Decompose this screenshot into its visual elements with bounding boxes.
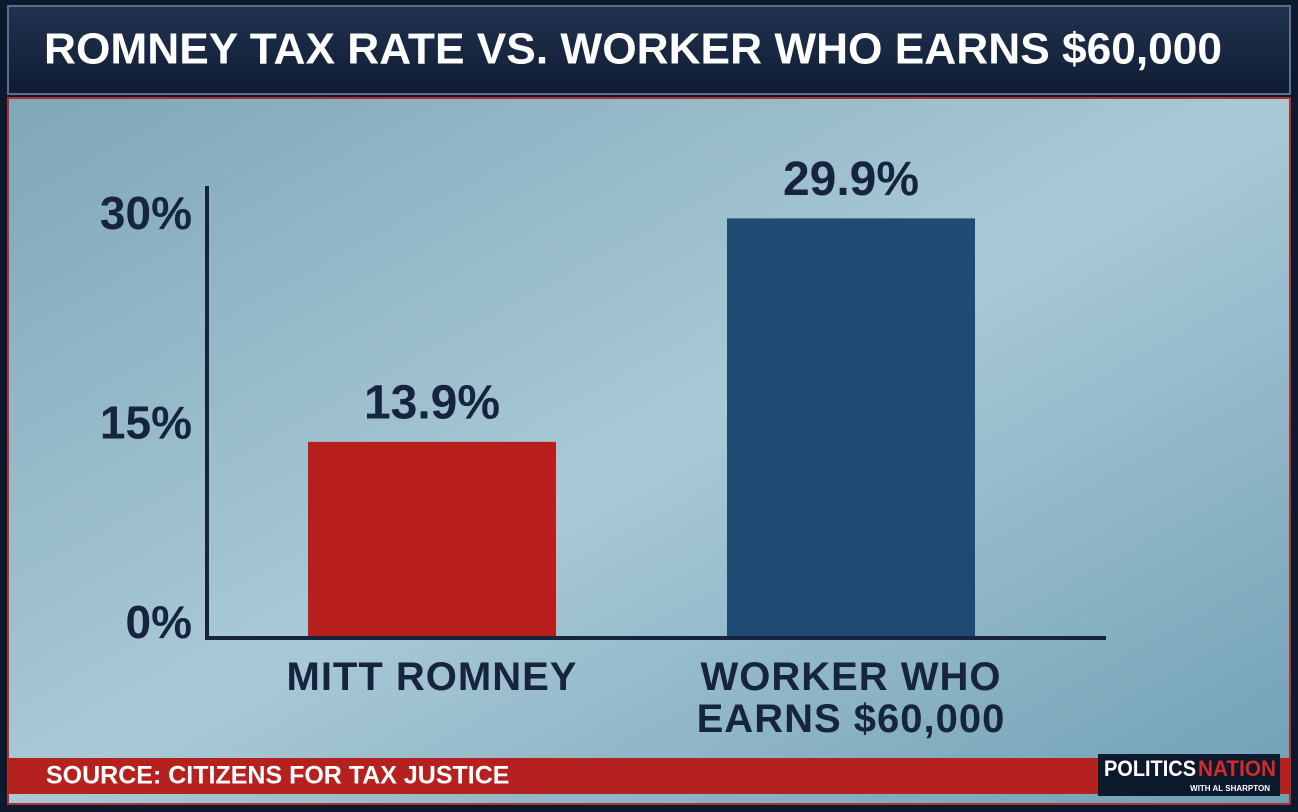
source-bar [8, 758, 1290, 794]
logo-sub: WITH AL SHARPTON [1190, 784, 1270, 793]
y-tick-label: 15% [100, 397, 192, 449]
source: SOURCE: CITIZENS FOR TAX JUSTICE [46, 762, 509, 790]
x-tick-label: WORKER WHO EARNS $60,000 [696, 655, 1006, 741]
value-label: 13.9% [364, 377, 500, 430]
title-bar [7, 5, 1291, 95]
value-label: 29.9% [783, 153, 919, 206]
logo-left: POLITICS [1104, 756, 1196, 781]
logo-box [1098, 754, 1280, 796]
y-tick-label: 0% [126, 596, 192, 648]
logo-right: NATION [1198, 756, 1276, 781]
chart-title: ROMNEY TAX RATE VS. WORKER WHO EARNS $60… [44, 25, 1222, 74]
bar [308, 441, 556, 636]
x-tick-label: MITT ROMNEY [286, 655, 578, 699]
background [7, 97, 1291, 805]
y-tick-label: 30% [100, 187, 192, 239]
bar [727, 218, 975, 636]
